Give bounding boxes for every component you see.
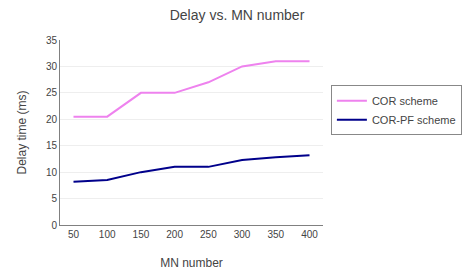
svg-text:20: 20 xyxy=(46,114,58,125)
svg-text:25: 25 xyxy=(46,87,58,98)
svg-text:350: 350 xyxy=(267,229,284,240)
svg-text:10: 10 xyxy=(46,167,58,178)
svg-text:Delay time (ms): Delay time (ms) xyxy=(15,90,29,174)
svg-text:35: 35 xyxy=(46,35,58,46)
svg-text:Delay vs. MN number: Delay vs. MN number xyxy=(170,7,305,23)
svg-text:400: 400 xyxy=(301,229,318,240)
svg-text:15: 15 xyxy=(46,140,58,151)
svg-text:MN number: MN number xyxy=(160,256,223,270)
svg-text:5: 5 xyxy=(51,193,57,204)
svg-text:300: 300 xyxy=(234,229,251,240)
svg-text:250: 250 xyxy=(200,229,217,240)
svg-text:0: 0 xyxy=(51,220,57,231)
svg-text:30: 30 xyxy=(46,61,58,72)
svg-text:50: 50 xyxy=(68,229,80,240)
svg-text:COR-PF scheme: COR-PF scheme xyxy=(372,114,456,126)
svg-text:150: 150 xyxy=(133,229,150,240)
svg-text:COR scheme: COR scheme xyxy=(372,95,438,107)
svg-text:200: 200 xyxy=(166,229,183,240)
svg-text:100: 100 xyxy=(99,229,116,240)
